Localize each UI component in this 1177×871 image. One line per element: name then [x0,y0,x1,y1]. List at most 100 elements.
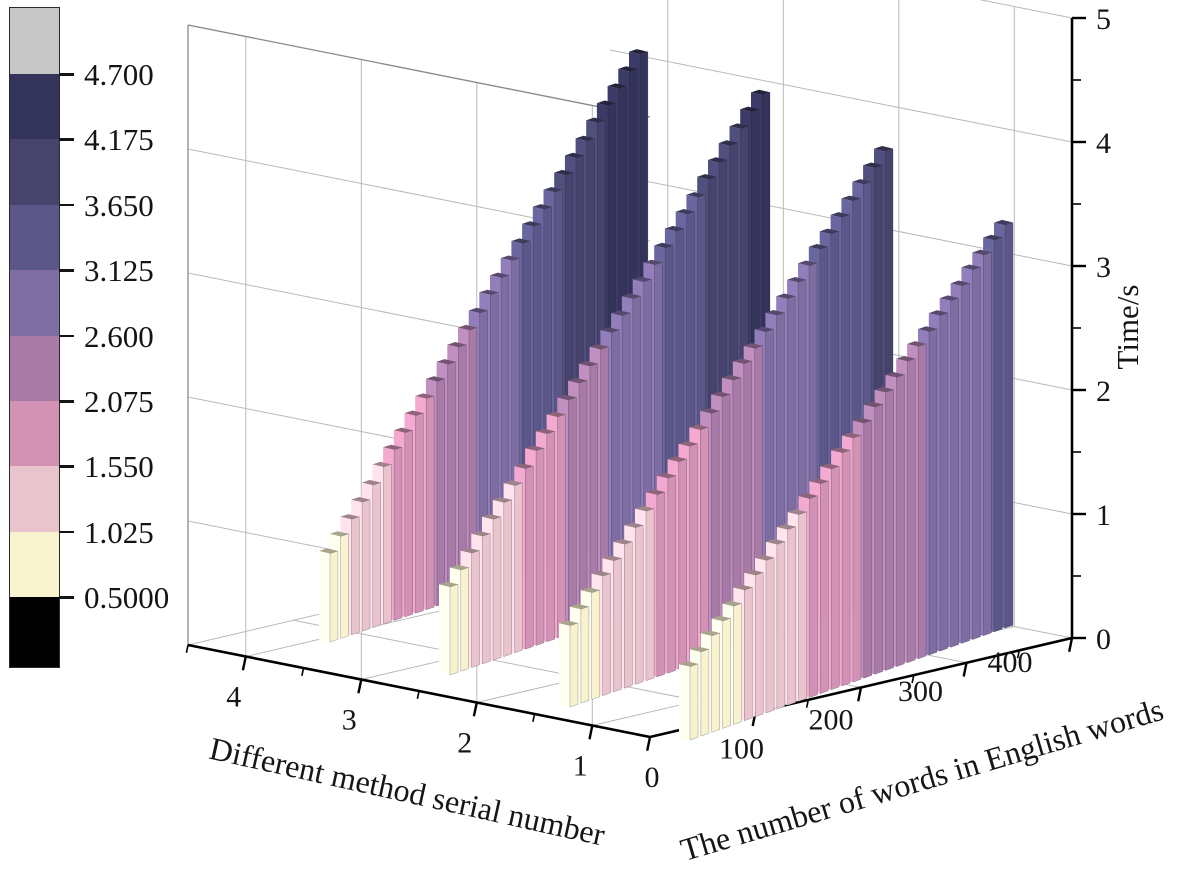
colorbar-label: 4.175 [84,122,154,158]
x-axis-tick [1068,637,1074,652]
bar-top-face [686,192,706,198]
bar-top-face [329,531,349,537]
colorbar-label: 0.5000 [84,580,170,616]
bar-front-face [809,495,818,698]
colorbar-block [10,204,59,271]
bar-top-face [841,432,861,439]
bar-front-face [678,458,687,670]
bar-front-face [525,465,534,650]
bar-top-face [740,106,760,112]
bar-top-face [618,66,638,72]
bar-top-face [607,83,627,89]
bar-top-face [447,342,467,348]
bar-top-face [994,219,1013,226]
wall-edge-top [187,24,651,118]
bar-top-face [697,174,717,180]
bar-top-face [972,249,992,256]
colorbar-block [10,466,59,532]
bar-front-face [939,312,949,652]
bar-top-face [575,135,595,141]
bar-top-face [798,260,817,266]
colorbar-tick [59,465,74,468]
bar-top-face [863,162,883,168]
bar-top-face [415,393,435,399]
bar-top-face [711,391,731,397]
series-axis-tick [472,702,478,717]
colorbar-block [10,270,59,336]
bar-top-face [654,242,674,249]
bar-front-face [471,550,480,668]
bar-front-face [885,389,894,671]
bar-front-face [993,237,1003,633]
x-axis-tick-label: 200 [809,704,854,737]
bar-top-face [863,401,883,408]
bar-top-face [458,324,477,331]
bar-top-face [754,326,774,332]
colorbar-block [10,139,59,205]
bar-front-face [393,446,403,621]
bar-top-face [689,646,709,652]
grid-line-floor-words [293,619,756,713]
bar-top-face [732,358,752,364]
bar-top-face [439,581,458,587]
bar-front-face [798,511,807,702]
bar-top-face [765,538,785,545]
bar-front-face [906,358,916,664]
bar-top-face [950,280,970,286]
bar-front-face [754,572,764,718]
grid-line-time [609,49,1073,143]
bar-front-face [711,632,721,733]
bar-top-face [479,289,499,295]
bar-top-face [918,326,937,332]
bar-top-face [600,327,620,333]
bar-front-face [436,378,446,607]
colorbar-column [9,6,60,669]
bar-top-face [841,195,861,201]
bar-top-face [372,461,392,467]
bar-top-face [319,548,338,554]
bar-top-face [787,509,807,515]
bar-front-face [602,573,611,697]
bar-front-face [449,583,459,676]
value-axis-tick-label: 2 [1096,375,1111,408]
bar-top-face [643,259,663,265]
bar-front-face [961,282,970,644]
bar-top-face [939,295,959,301]
bar-top-face [743,343,763,349]
bar-top-face [468,307,488,314]
colorbar-tick [59,334,74,338]
bar-top-face [874,386,894,393]
bar-front-face [983,251,992,637]
bar-top-face [554,169,574,176]
series-axis-minor-tick [301,667,305,676]
bar-front-face [689,663,699,741]
bar-top-face [744,569,764,576]
bar-top-face [874,146,893,152]
colorbar-block [10,8,59,74]
bar-top-face [907,341,927,347]
bar-top-face [543,187,563,193]
bar-side-face [319,551,330,642]
bar-top-face [708,157,727,163]
bar-front-face [787,526,797,706]
bar-top-face [557,394,577,401]
bar-top-face [820,463,840,469]
bar-front-face [656,491,666,678]
bar-top-face [404,410,424,416]
bar-front-face [383,464,392,625]
colorbar-tick [59,138,74,141]
bar-top-face [621,293,641,299]
bar-top-face [689,424,709,430]
x-axis-tick [857,687,863,702]
bar-top-face [808,244,828,250]
bar-front-face [874,403,883,675]
bar-top-face [532,204,552,210]
bar-front-face [514,482,523,654]
bar-top-face [776,524,796,530]
colorbar-label: 2.600 [84,318,154,354]
bar-top-face [500,255,520,261]
bar-front-face [863,420,873,679]
bar-top-face [751,89,770,95]
bar-top-face [664,225,684,232]
